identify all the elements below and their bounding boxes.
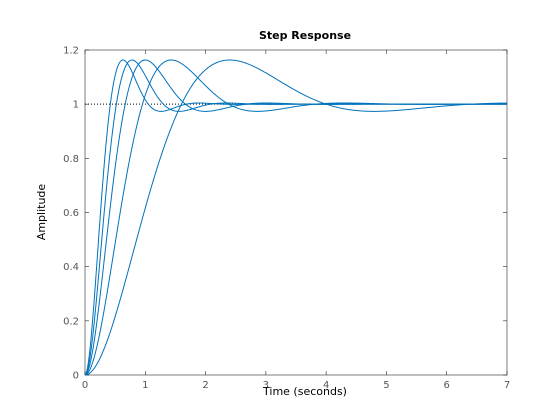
y-tick-label: 0.8 (63, 154, 79, 165)
y-tick-label: 0.4 (63, 262, 79, 273)
x-axis-label: Time (seconds) (262, 385, 347, 398)
y-tick-label: 1 (73, 100, 79, 111)
x-tick-label: 7 (504, 380, 510, 391)
step-response-line (84, 59, 508, 376)
x-tick-label: 1 (142, 380, 148, 391)
y-tick-label: 0.6 (63, 208, 79, 219)
axis-ticks (84, 49, 508, 376)
y-tick-label: 1.2 (63, 46, 79, 57)
x-tick-label: 5 (383, 380, 389, 391)
y-axis-label: Amplitude (35, 184, 48, 241)
series-group (84, 59, 508, 376)
y-tick-label: 0 (73, 371, 79, 382)
x-tick-label: 3 (263, 380, 269, 391)
chart-title: Step Response (259, 29, 351, 42)
step-response-line (84, 59, 507, 376)
x-tick-label: 0 (82, 380, 88, 391)
axis-tick-labels: 0 1 2 3 4 5 6 7 0 0.2 0.4 0.6 0.8 1 1.2 (63, 46, 510, 392)
x-tick-label: 2 (202, 380, 208, 391)
y-tick-label: 0.2 (63, 316, 79, 327)
plot-area-frame (84, 49, 508, 376)
x-tick-label: 6 (444, 380, 450, 391)
x-tick-label: 4 (323, 380, 329, 391)
